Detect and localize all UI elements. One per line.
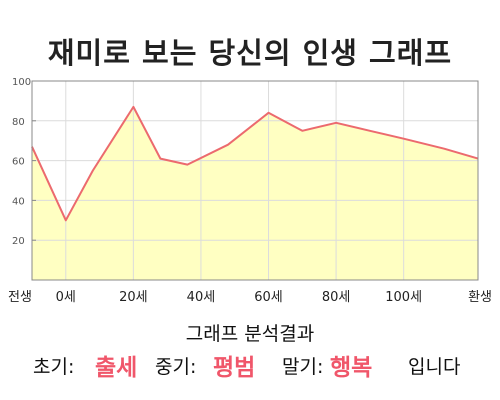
y-tick-label: 20: [12, 236, 25, 247]
y-tick-label: 60: [12, 157, 25, 168]
late-value: 행복: [330, 355, 373, 381]
x-tick-label: 80세: [322, 290, 351, 305]
x-tick-label: 전생: [8, 290, 32, 305]
mid-label: 중기:: [155, 356, 197, 378]
x-tick-label: 0세: [56, 290, 76, 305]
result-suffix: 입니다: [408, 356, 461, 378]
plot-frame: [31, 80, 479, 281]
y-tick-label: 100: [12, 77, 31, 88]
chart-title: 재미로 보는 당신의 인생 그래프: [47, 36, 453, 70]
early-value: 출세: [95, 355, 138, 381]
y-tick-label: 40: [12, 196, 25, 207]
x-tick-label: 40세: [187, 290, 216, 305]
analysis-result: 초기: 출세 중기: 평범 말기: 행복 입니다: [0, 346, 500, 381]
mid-value: 평범: [213, 355, 256, 381]
life-graph-chart: 20 40 60 80 100 전생 0세 20세 40세 60세 80세 100세 환생: [8, 77, 492, 305]
x-tick-label: 환생: [468, 290, 492, 305]
late-label: 말기:: [282, 356, 324, 378]
early-label: 초기:: [33, 356, 75, 378]
x-tick-label: 100세: [385, 290, 422, 305]
area-fill: [32, 106, 478, 281]
x-tick-label: 20세: [119, 290, 148, 305]
analysis-heading: 그래프 분석결과: [185, 323, 315, 345]
y-tick-label: 80: [12, 117, 25, 128]
x-tick-label: 60세: [254, 290, 283, 305]
series-line: [31, 105, 479, 222]
